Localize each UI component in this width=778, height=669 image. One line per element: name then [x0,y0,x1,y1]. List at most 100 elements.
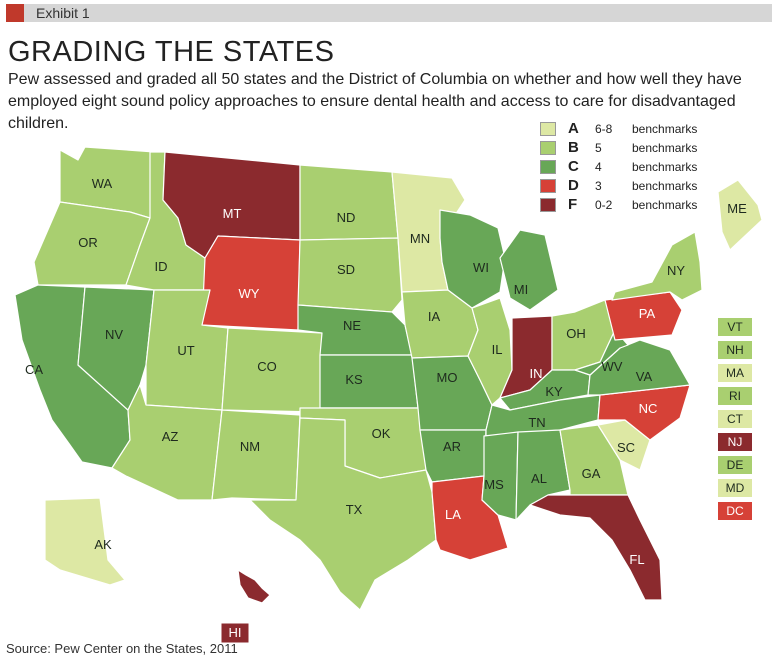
state-label-nc: NC [639,401,658,416]
exhibit-label: Exhibit 1 [36,5,90,21]
legend-item-b: B 5 benchmarks [540,139,740,158]
legend-swatch [540,198,556,212]
state-box-md: MD [718,479,752,497]
state-label-fl: FL [629,552,644,567]
page-subtitle: Pew assessed and graded all 50 states an… [8,71,742,132]
state-label-nd: ND [337,210,356,225]
legend-range: 5 [595,141,602,155]
state-label-ut: UT [177,343,194,358]
legend-grade: A [568,120,579,137]
state-label-in: IN [530,366,543,381]
state-hi [237,569,271,604]
state-wv [574,329,629,376]
state-label-ky: KY [545,384,563,399]
state-label-oh: OH [566,326,586,341]
legend-text: benchmarks [632,179,698,193]
state-box-nh: NH [718,341,752,359]
legend-range: 4 [595,160,602,174]
exhibit-bar: Exhibit 1 [6,4,772,22]
state-label-co: CO [257,359,277,374]
legend-item-a: A 6-8 benchmarks [540,120,740,139]
state-label-la: LA [445,507,461,522]
state-label-ms: MS [484,477,504,492]
state-box-ri: RI [718,387,752,405]
legend-grade: D [568,177,579,194]
state-label-ks: KS [345,372,363,387]
legend-text: benchmarks [632,198,698,212]
state-label-ia: IA [428,309,441,324]
state-label-box-hi [220,622,250,644]
legend-grade: C [568,158,579,175]
state-label-mi: MI [514,282,528,297]
state-label-sc: SC [617,440,635,455]
state-label-nv: NV [105,327,123,342]
state-box-de: DE [718,456,752,474]
state-label-tx: TX [346,502,363,517]
state-me [717,179,763,251]
legend-swatch [540,160,556,174]
legend-range: 3 [595,179,602,193]
state-label-mn: MN [410,231,430,246]
legend-range: 6-8 [595,122,613,136]
state-ks [319,354,419,409]
source-note: Source: Pew Center on the States, 2011 [6,641,238,656]
state-box-ct: CT [718,410,752,428]
legend-swatch [540,122,556,136]
state-label-ne: NE [343,318,361,333]
state-wy [201,235,301,331]
legend-swatch [540,141,556,155]
state-label-id: ID [155,259,168,274]
state-tx [249,417,437,611]
state-label-al: AL [531,471,547,486]
state-label-hi: HI [229,625,242,640]
legend-grade: F [568,196,578,213]
legend-grade: B [568,139,579,156]
state-label-wa: WA [92,176,113,191]
legend-range: 0-2 [595,198,613,212]
state-ak [44,497,126,586]
exhibit-marker [6,4,24,22]
state-label-pa: PA [639,306,656,321]
state-mi [499,229,559,311]
state-label-wv: WV [602,359,623,374]
state-nd [299,164,399,241]
state-label-mo: MO [437,370,458,385]
state-label-tn: TN [528,415,545,430]
state-sc [597,419,651,471]
state-label-il: IL [492,342,503,357]
state-label-me: ME [727,201,747,216]
state-label-sd: SD [337,262,355,277]
state-label-ak: AK [94,537,112,552]
state-label-ga: GA [582,466,601,481]
state-label-ar: AR [443,439,461,454]
state-label-or: OR [78,235,98,250]
state-ny [611,231,703,301]
state-label-az: AZ [162,429,179,444]
state-box-dc: DC [718,502,752,520]
state-il [467,297,513,406]
legend: A 6-8 benchmarks B 5 benchmarks C 4 benchmarks D 3… [540,120,740,215]
legend-text: benchmarks [632,160,698,174]
state-label-ny: NY [667,263,685,278]
state-label-va: VA [636,369,653,384]
state-label-wi: WI [473,260,489,275]
state-label-wy: WY [239,286,260,301]
state-box-vt: VT [718,318,752,336]
page-title: GRADING THE STATES [8,36,335,68]
legend-item-f: F 0-2 benchmarks [540,196,740,215]
state-box-ma: MA [718,364,752,382]
state-label-nm: NM [240,439,260,454]
legend-text: benchmarks [632,141,698,155]
state-ar [419,429,487,483]
legend-swatch [540,179,556,193]
state-nm [211,409,301,501]
legend-item-c: C 4 benchmarks [540,158,740,177]
state-label-mt: MT [223,206,242,221]
state-sd [297,237,403,313]
state-wi [439,209,506,309]
state-fl [529,494,663,601]
state-box-nj: NJ [718,433,752,451]
legend-text: benchmarks [632,122,698,136]
state-label-ca: CA [25,362,43,377]
